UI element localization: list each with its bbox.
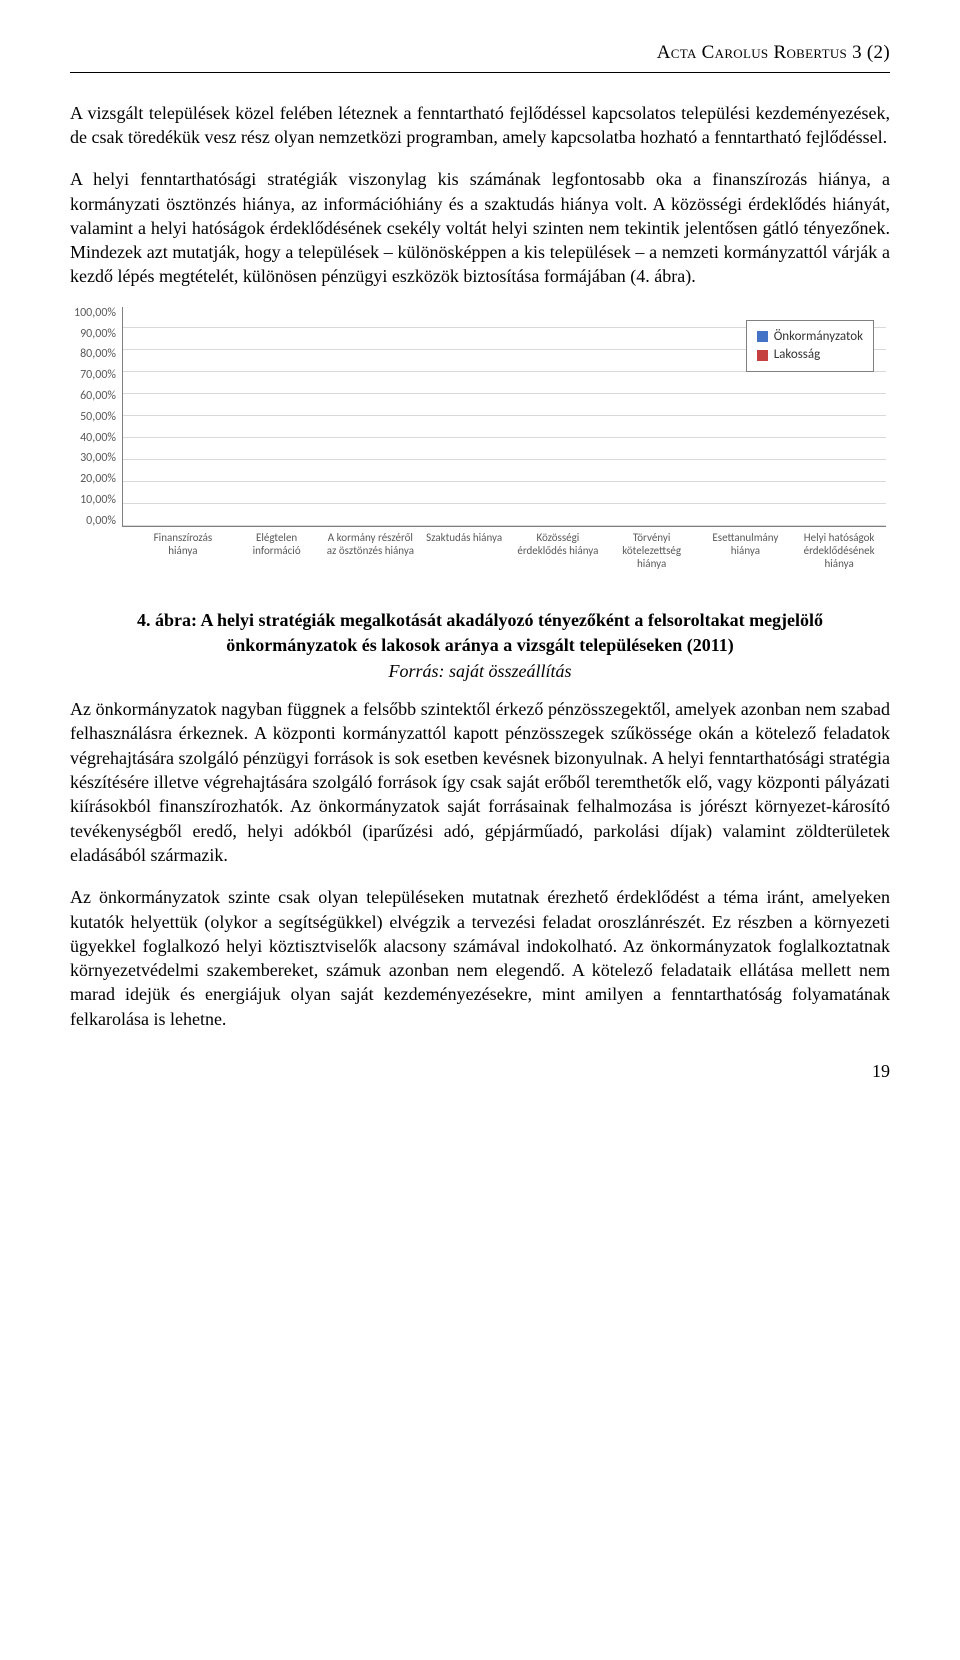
running-head: Acta Carolus Robertus 3 (2) xyxy=(70,40,890,66)
y-tick: 30,00% xyxy=(74,452,116,464)
y-tick: 90,00% xyxy=(74,328,116,340)
y-tick: 10,00% xyxy=(74,494,116,506)
legend-label: Önkormányzatok xyxy=(774,328,863,346)
paragraph-1: A vizsgált települések közel felében lét… xyxy=(70,101,890,150)
y-tick: 100,00% xyxy=(74,307,116,319)
x-axis: Finanszírozás hiányaElégtelen információ… xyxy=(136,527,886,571)
x-category-label: Szaktudás hiánya xyxy=(417,527,511,571)
y-tick: 80,00% xyxy=(74,348,116,360)
x-category-label: Finanszírozás hiánya xyxy=(136,527,230,571)
legend-swatch xyxy=(757,331,768,342)
legend-swatch xyxy=(757,350,768,361)
figure-4-caption: 4. ábra: A helyi stratégiák megalkotását… xyxy=(70,608,890,657)
x-category-label: Törvényi kötelezettség hiánya xyxy=(605,527,699,571)
legend-label: Lakosság xyxy=(774,346,821,364)
legend-item: Önkormányzatok xyxy=(757,328,863,346)
figure-4-source: Forrás: saját összeállítás xyxy=(70,659,890,683)
y-tick: 40,00% xyxy=(74,432,116,444)
x-category-label: Közösségi érdeklődés hiánya xyxy=(511,527,605,571)
paragraph-3: Az önkormányzatok nagyban függnek a fels… xyxy=(70,697,890,867)
legend-item: Lakosság xyxy=(757,346,863,364)
y-tick: 0,00% xyxy=(74,515,116,527)
header-rule xyxy=(70,72,890,73)
y-tick: 50,00% xyxy=(74,411,116,423)
y-tick: 70,00% xyxy=(74,369,116,381)
y-axis: 100,00% 90,00% 80,00% 70,00% 60,00% 50,00% 40,… xyxy=(74,307,122,527)
x-category-label: Helyi hatóságok érdeklődésének hiánya xyxy=(792,527,886,571)
paragraph-2: A helyi fenntarthatósági stratégiák visz… xyxy=(70,167,890,288)
y-tick: 20,00% xyxy=(74,473,116,485)
legend: ÖnkormányzatokLakosság xyxy=(746,320,874,372)
x-category-label: A kormány részéről az ösztönzés hiánya xyxy=(324,527,418,571)
x-category-label: Elégtelen információ xyxy=(230,527,324,571)
x-category-label: Esettanulmány hiánya xyxy=(699,527,793,571)
y-tick: 60,00% xyxy=(74,390,116,402)
paragraph-4: Az önkormányzatok szinte csak olyan tele… xyxy=(70,885,890,1031)
plot-area: ÖnkormányzatokLakosság xyxy=(122,307,886,527)
page-number: 19 xyxy=(70,1059,890,1083)
figure-4-chart: 100,00% 90,00% 80,00% 70,00% 60,00% 50,00% 40,… xyxy=(70,307,890,571)
